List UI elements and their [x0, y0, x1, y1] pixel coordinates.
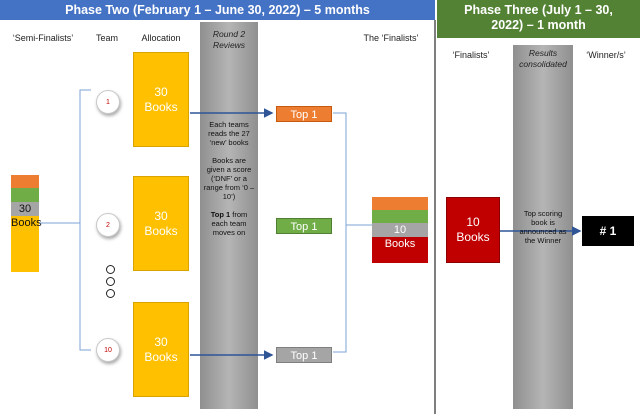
finalists-count: 10 [393, 224, 407, 236]
finalists-stack: 10 Books [372, 197, 428, 263]
round2-description: Each teams reads the 27 ‘new’ books Book… [203, 120, 255, 237]
ellipsis-dot [106, 289, 115, 298]
phase-three-title: Phase Three (July 1 – 30, 2022) – 1 mont… [464, 3, 613, 32]
team-10-circle: 10 [96, 338, 120, 362]
round2-column [200, 22, 258, 409]
winner-box: # 1 [582, 216, 634, 246]
top-bracket [333, 112, 347, 353]
phase-divider [434, 20, 436, 414]
ellipsis-dot [106, 265, 115, 274]
phase-two-title: Phase Two (February 1 – June 30, 2022) –… [65, 3, 370, 17]
results-column [513, 45, 573, 409]
phase-two-header: Phase Two (February 1 – June 30, 2022) –… [0, 0, 435, 20]
phase3-books-box: 10 Books [446, 197, 500, 263]
round2-p2: Books are given a score (‘DNF’ or a rang… [203, 156, 255, 201]
team-1-top-box: Top 1 [276, 106, 332, 122]
team-1-circle: 1 [96, 90, 120, 114]
team-label: Team [95, 33, 118, 43]
team-2-top-box: Top 1 [276, 218, 332, 234]
round2-p1: Each teams reads the 27 ‘new’ books [208, 120, 250, 147]
results-label: Results consolidated [519, 48, 567, 69]
winner-label: ‘Winner/s’ [586, 50, 626, 60]
semi-bracket [79, 89, 91, 351]
round2-p3: Top 1 from each team moves on [210, 210, 248, 237]
round2-label: Round 2 Reviews [212, 29, 246, 50]
semi-unit: Books [11, 217, 42, 229]
the-finalists-label: The ‘Finalists’ [363, 33, 419, 43]
semi-count: 30 [18, 203, 32, 215]
semi-finalists-label: ‘Semi-Finalists’ [12, 33, 74, 43]
results-description: Top scoring book is announced as the Win… [519, 209, 567, 245]
finalists-label: ‘Finalists’ [452, 50, 490, 60]
team-2-circle: 2 [96, 213, 120, 237]
semi-finalists-stack: 30 Books [11, 175, 42, 272]
team-2-books: 30 Books [133, 176, 189, 271]
phase-three-header: Phase Three (July 1 – 30, 2022) – 1 mont… [437, 0, 640, 38]
team-10-books: 30 Books [133, 302, 189, 397]
team-10-top-box: Top 1 [276, 347, 332, 363]
ellipsis-dot [106, 277, 115, 286]
allocation-label: Allocation [141, 33, 181, 43]
team-1-books: 30 Books [133, 52, 189, 147]
finalists-unit: Books [384, 238, 416, 250]
